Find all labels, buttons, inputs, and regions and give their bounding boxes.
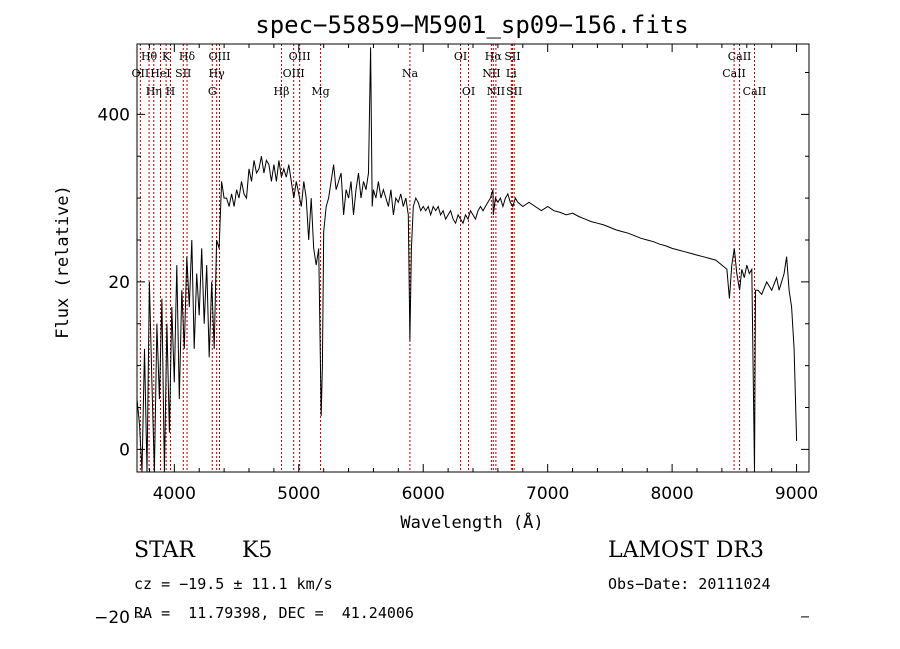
flux-series-line <box>136 47 798 473</box>
x-tick-label: 6000 <box>402 484 445 504</box>
x-tick-label: 8000 <box>650 484 693 504</box>
line-id-label: OI <box>462 85 475 98</box>
line-id-label: Hδ <box>179 50 196 63</box>
x-tick-label: 9000 <box>775 484 818 504</box>
line-id-label: CaII <box>743 85 767 98</box>
line-id-markers <box>139 44 755 472</box>
line-id-label: CaII <box>722 67 746 80</box>
y-tick-label: 20 <box>108 273 130 293</box>
y-tick-label: −20 <box>94 608 130 628</box>
line-id-label: OIII <box>289 50 311 63</box>
line-id-label: OIII <box>283 67 305 80</box>
ra-dec: RA = 11.79398, DEC = 41.24006 <box>134 604 414 622</box>
line-id-labels: Hθ OII Hη HeI K H SII Hδ OIII Hγ G Hβ OIII OIII Mg Na OI… <box>132 50 767 98</box>
line-id-label: Hγ <box>209 67 226 80</box>
line-id-label: OII <box>132 67 150 80</box>
redshift-cz: cz = −19.5 ± 11.1 km/s <box>134 575 333 593</box>
observation-date: Obs−Date: 20111024 <box>608 575 771 593</box>
x-tick-label: 5000 <box>277 484 320 504</box>
survey-name: LAMOST DR3 <box>608 538 764 563</box>
line-id-label: HeI <box>150 67 170 80</box>
y-tick-label: 400 <box>98 105 130 125</box>
line-id-label: SII <box>506 85 522 98</box>
line-id-label: Na <box>402 67 419 80</box>
line-id-label: Hβ <box>274 85 290 98</box>
x-axis-ticks: 4000 5000 6000 7000 8000 9000 <box>148 44 818 504</box>
x-axis-label: Wavelength (Å) <box>400 511 543 533</box>
y-tick-label: 0 <box>119 440 130 460</box>
line-id-label: Li <box>506 67 517 80</box>
line-id-label: G <box>208 85 217 98</box>
object-subclass: K5 <box>242 538 273 563</box>
line-id-label: SII <box>175 67 191 80</box>
line-id-label: SII <box>504 50 520 63</box>
object-class: STAR <box>134 538 195 563</box>
line-id-label: H <box>166 85 176 98</box>
line-id-label: K <box>162 50 171 63</box>
line-id-label: Mg <box>311 85 329 98</box>
line-id-label: NII <box>482 67 500 80</box>
line-id-label: CaII <box>728 50 752 63</box>
line-id-label: Hα <box>485 50 503 63</box>
line-id-label: Hθ <box>141 50 158 63</box>
x-tick-label: 7000 <box>526 484 569 504</box>
chart-title: spec−55859−M5901_sp09−156.fits <box>255 11 688 39</box>
y-axis-label: Flux (relative) <box>53 185 73 339</box>
y-axis-ticks: −20 0 20 400 <box>94 71 809 628</box>
line-id-label: OIII <box>208 50 230 63</box>
line-id-label: OI <box>454 50 467 63</box>
line-id-label: Hη <box>146 85 162 98</box>
x-tick-label: 4000 <box>153 484 196 504</box>
line-id-label: NII <box>487 85 505 98</box>
